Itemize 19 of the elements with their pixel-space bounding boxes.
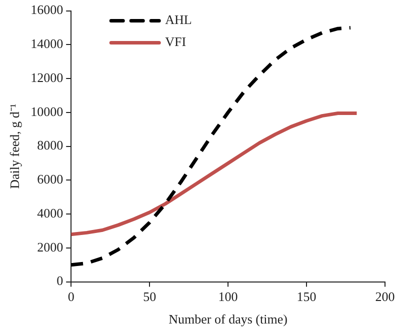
y-tick-label: 14000	[30, 36, 64, 52]
y-tick-label: 4000	[37, 205, 64, 220]
x-tick-label: 0	[68, 289, 74, 304]
x-tick-label: 50	[143, 289, 156, 304]
y-axis-title: Daily feed, g d⁻¹	[7, 104, 22, 189]
x-axis-title: Number of days (time)	[168, 312, 288, 327]
y-tick-label: 10000	[30, 104, 64, 119]
line-series	[71, 26, 352, 267]
x-tick-label: 200	[375, 289, 395, 304]
y-tick-label: 0	[56, 273, 64, 288]
legend-label: VFI	[165, 34, 186, 50]
y-tick-label: 12000	[30, 70, 64, 85]
legend-label: AHL	[165, 12, 192, 28]
y-tick-label: 6000	[37, 172, 64, 187]
y-tick-label: 8000	[37, 138, 64, 153]
x-tick-label: 100	[218, 289, 238, 304]
y-tick-label: 2000	[37, 239, 64, 254]
y-tick-label: 16000	[30, 2, 64, 18]
x-tick-label: 150	[296, 289, 316, 304]
